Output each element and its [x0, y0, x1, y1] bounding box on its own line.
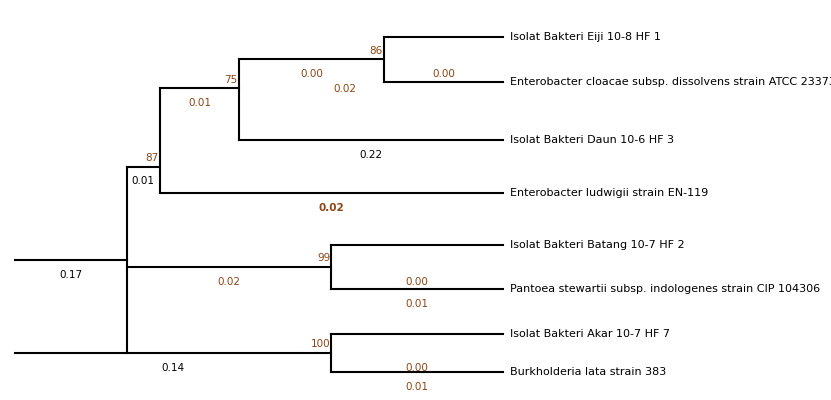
Text: 0.00: 0.00 — [300, 69, 323, 79]
Text: 0.01: 0.01 — [188, 98, 211, 108]
Text: Enterobacter cloacae subsp. dissolvens strain ATCC 23373: Enterobacter cloacae subsp. dissolvens s… — [509, 77, 831, 87]
Text: Burkholderia lata strain 383: Burkholderia lata strain 383 — [509, 367, 666, 377]
Text: 0.01: 0.01 — [406, 382, 429, 392]
Text: 0.00: 0.00 — [432, 69, 455, 79]
Text: 0.14: 0.14 — [161, 363, 184, 373]
Text: 99: 99 — [317, 253, 330, 263]
Text: 0.01: 0.01 — [132, 176, 155, 186]
Text: 75: 75 — [224, 75, 238, 85]
Text: 0.22: 0.22 — [360, 150, 382, 160]
Text: 0.17: 0.17 — [59, 270, 82, 280]
Text: 0.02: 0.02 — [218, 277, 241, 287]
Text: 0.01: 0.01 — [406, 299, 429, 309]
Text: Isolat Bakteri Batang 10-7 HF 2: Isolat Bakteri Batang 10-7 HF 2 — [509, 240, 685, 250]
Text: Pantoea stewartii subsp. indologenes strain CIP 104306: Pantoea stewartii subsp. indologenes str… — [509, 284, 820, 294]
Text: Isolat Bakteri Akar 10-7 HF 7: Isolat Bakteri Akar 10-7 HF 7 — [509, 329, 670, 339]
Text: 100: 100 — [311, 339, 330, 349]
Text: 87: 87 — [145, 153, 159, 163]
Text: 0.00: 0.00 — [406, 363, 429, 373]
Text: 0.00: 0.00 — [406, 277, 429, 287]
Text: Enterobacter ludwigii strain EN-119: Enterobacter ludwigii strain EN-119 — [509, 188, 708, 198]
Text: Isolat Bakteri Eiji 10-8 HF 1: Isolat Bakteri Eiji 10-8 HF 1 — [509, 32, 661, 42]
Text: 86: 86 — [370, 46, 383, 56]
Text: Isolat Bakteri Daun 10-6 HF 3: Isolat Bakteri Daun 10-6 HF 3 — [509, 135, 674, 145]
Text: 0.02: 0.02 — [333, 84, 356, 94]
Text: 0.02: 0.02 — [318, 203, 344, 213]
